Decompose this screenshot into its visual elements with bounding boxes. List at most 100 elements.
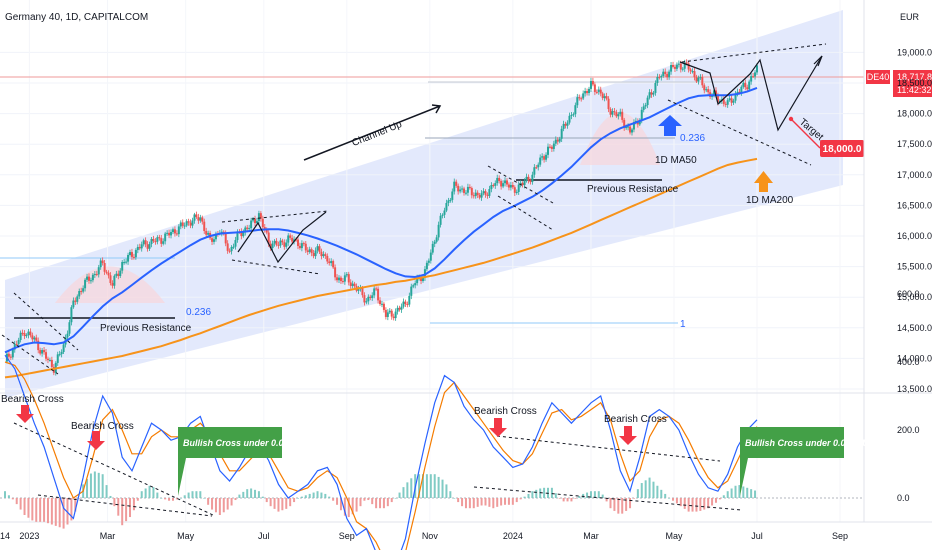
macd-histogram-bar	[171, 498, 174, 501]
candle-body	[175, 233, 178, 235]
macd-histogram-bar	[293, 498, 296, 503]
candle-body	[722, 99, 725, 104]
macd-histogram-bar	[597, 491, 600, 498]
candle-body	[316, 246, 319, 251]
candle-body	[164, 233, 167, 242]
macd-histogram-bar	[593, 491, 596, 498]
candle-body	[705, 89, 708, 91]
candle-body	[480, 193, 483, 198]
candle-body	[453, 181, 456, 192]
candle-body	[591, 81, 594, 85]
candle-body	[171, 229, 174, 233]
candle-body	[431, 243, 434, 253]
macd-histogram-bar	[527, 493, 530, 498]
macd-histogram-bar	[15, 498, 18, 505]
macd-histogram-bar	[554, 493, 557, 498]
macd-histogram-bar	[613, 498, 616, 511]
candle-body	[443, 210, 446, 215]
candle-body	[640, 109, 643, 121]
candle-body	[50, 359, 53, 367]
macd-histogram-bar	[351, 498, 354, 515]
macd-histogram-bar	[175, 498, 178, 500]
candle-body	[517, 184, 520, 192]
time-tick-label: Sep	[832, 531, 848, 541]
candle-body	[246, 227, 249, 229]
macd-histogram-bar	[207, 498, 210, 505]
candle-body	[373, 288, 376, 296]
candle-body	[121, 261, 124, 271]
macd-histogram-bar	[754, 490, 757, 498]
candle-body	[738, 91, 741, 93]
candle-body	[123, 261, 126, 263]
candle-body	[379, 300, 382, 305]
candle-body	[461, 188, 464, 190]
candle-body	[529, 180, 532, 183]
candle-body	[627, 126, 630, 128]
candle-body	[95, 274, 98, 276]
projection-arrowhead	[813, 55, 823, 67]
candle-body	[138, 246, 141, 249]
macd-histogram-bar	[19, 498, 22, 510]
candle-body	[46, 358, 49, 360]
candle-body	[578, 97, 581, 99]
candle-body	[158, 237, 161, 239]
candle-body	[15, 343, 18, 345]
macd-histogram-bar	[550, 487, 553, 498]
candle-body	[693, 71, 696, 78]
macd-histogram-bar	[386, 498, 389, 507]
candle-body	[105, 271, 108, 273]
candle-body	[541, 156, 544, 158]
candle-body	[287, 235, 290, 243]
candle-body	[113, 275, 116, 286]
macd-histogram-bar	[168, 498, 171, 501]
candle-body	[127, 254, 130, 262]
candle-body	[365, 301, 368, 303]
candle-body	[336, 277, 339, 281]
last-price-box	[893, 70, 932, 97]
candle-body	[31, 335, 34, 340]
macd-histogram-bar	[324, 493, 327, 498]
symbol-tag-text: DE40	[867, 72, 890, 82]
macd-line	[4, 354, 758, 550]
candle-body	[384, 309, 387, 317]
candle-body	[554, 139, 557, 144]
candle-body	[255, 221, 258, 224]
candle-body	[156, 237, 159, 242]
candle-body	[367, 296, 370, 302]
candle-body	[519, 182, 522, 185]
fib-0236-label-left: 0.236	[186, 307, 211, 318]
macd-histogram-bar	[441, 479, 444, 498]
macd-histogram-bar	[683, 498, 686, 509]
candle-body	[150, 238, 153, 245]
bearish-cross-arrow-1	[16, 405, 34, 423]
macd-histogram-bar	[445, 484, 448, 498]
candle-body	[736, 91, 739, 94]
candle-body	[236, 231, 239, 241]
flag-line-a	[487, 165, 554, 204]
fib-1-label: 1	[680, 319, 686, 330]
macd-histogram-bar	[722, 495, 725, 498]
candle-body	[29, 331, 32, 336]
macd-histogram-bar	[621, 498, 624, 514]
zigzag-2023	[237, 211, 327, 264]
projection-path	[679, 55, 823, 132]
candle-body	[689, 69, 692, 72]
macd-trendline-2	[37, 494, 213, 517]
candle-body	[402, 301, 405, 307]
candle-body	[505, 180, 508, 185]
macd-tick-label: 400.0	[897, 357, 920, 367]
macd-histogram-bar	[543, 487, 546, 498]
candle-body	[646, 97, 649, 106]
candle-body	[658, 76, 661, 78]
macd-tick-label: 200.0	[897, 425, 920, 435]
macd-histogram-bar	[54, 498, 57, 526]
candle-body	[433, 241, 436, 244]
candle-body	[732, 100, 735, 103]
macd-histogram-bar	[515, 498, 518, 503]
macd-histogram-bar	[605, 498, 608, 502]
candle-body	[125, 261, 128, 263]
candle-body	[509, 184, 512, 188]
candle-body	[615, 112, 618, 117]
macd-histogram-bar	[675, 498, 678, 504]
bearish-cross-arrow-2	[87, 431, 105, 450]
